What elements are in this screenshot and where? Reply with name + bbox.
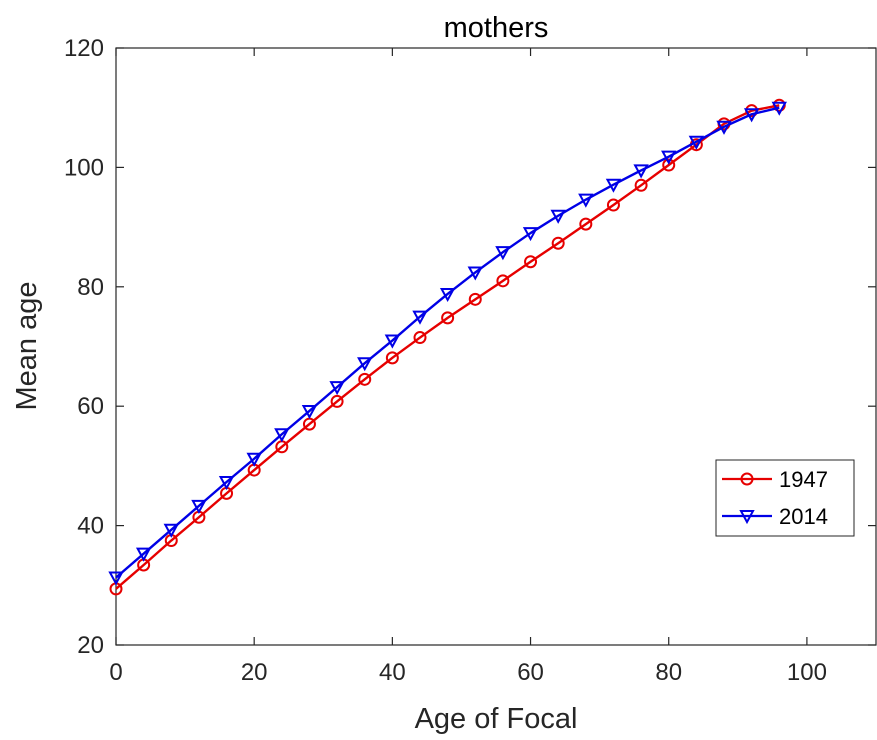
data-point-2014 bbox=[384, 334, 401, 349]
data-point-2014 bbox=[578, 193, 594, 208]
x-tick-label: 40 bbox=[379, 659, 406, 686]
data-point-2014 bbox=[246, 452, 262, 467]
series-layer bbox=[108, 98, 787, 596]
chart-title: mothers bbox=[444, 12, 549, 44]
legend-marker-2014 bbox=[739, 510, 755, 525]
data-point-2014 bbox=[412, 310, 428, 325]
data-point-2014 bbox=[633, 164, 649, 179]
x-tick-label: 80 bbox=[655, 659, 682, 686]
data-point-1947 bbox=[524, 255, 538, 269]
data-point-2014 bbox=[439, 287, 456, 303]
data-point-1947 bbox=[358, 372, 372, 386]
data-point-1947 bbox=[579, 217, 593, 231]
data-point-2014 bbox=[218, 476, 235, 491]
data-point-1947 bbox=[413, 331, 427, 345]
legend-label-2014: 2014 bbox=[779, 504, 828, 529]
data-point-1947 bbox=[496, 274, 510, 288]
plot-area bbox=[115, 47, 877, 646]
data-point-1947 bbox=[468, 292, 482, 306]
legend-box bbox=[715, 459, 855, 537]
data-point-2014 bbox=[716, 120, 732, 135]
data-point-1947 bbox=[551, 236, 565, 250]
data-point-1947 bbox=[330, 394, 344, 408]
data-point-2014 bbox=[135, 547, 152, 562]
data-point-2014 bbox=[163, 523, 179, 538]
x-tick-label: 60 bbox=[517, 659, 544, 686]
data-point-2014 bbox=[771, 101, 787, 116]
data-point-1947 bbox=[634, 178, 648, 192]
data-point-2014 bbox=[274, 428, 290, 443]
series-line-2014 bbox=[115, 106, 780, 579]
data-point-2014 bbox=[108, 571, 124, 586]
y-tick-label: 60 bbox=[77, 393, 104, 420]
legend: 1947 2014 bbox=[715, 459, 855, 537]
data-point-2014 bbox=[743, 108, 760, 123]
data-point-1947 bbox=[385, 351, 399, 365]
series-2014 bbox=[108, 101, 787, 586]
x-tick-label: 0 bbox=[109, 659, 122, 686]
legend-label-1947: 1947 bbox=[779, 467, 828, 492]
x-tick-label: 100 bbox=[787, 659, 827, 686]
data-point-2014 bbox=[688, 135, 705, 150]
y-tick-label: 20 bbox=[77, 632, 104, 659]
data-point-1947 bbox=[662, 158, 676, 172]
legend-marker-1947 bbox=[740, 472, 754, 486]
data-point-1947 bbox=[441, 311, 455, 325]
data-point-2014 bbox=[605, 178, 622, 193]
data-point-2014 bbox=[191, 499, 207, 514]
y-axis-label: Mean age bbox=[11, 282, 43, 411]
data-point-2014 bbox=[522, 227, 539, 242]
data-point-1947 bbox=[606, 198, 620, 212]
data-point-2014 bbox=[357, 357, 373, 372]
data-point-2014 bbox=[661, 150, 677, 165]
x-axis-label: Age of Focal bbox=[415, 703, 578, 735]
y-tick-label: 100 bbox=[64, 154, 104, 181]
data-point-2014 bbox=[329, 381, 345, 396]
x-tick-label: 20 bbox=[241, 659, 268, 686]
y-tick-label: 40 bbox=[77, 513, 104, 540]
series-line-1947 bbox=[115, 104, 780, 590]
data-point-2014 bbox=[301, 404, 318, 420]
y-tick-label: 120 bbox=[64, 35, 104, 62]
data-point-2014 bbox=[550, 209, 566, 224]
y-tick-label: 80 bbox=[77, 274, 104, 301]
data-point-2014 bbox=[495, 246, 511, 261]
data-point-2014 bbox=[467, 266, 483, 281]
